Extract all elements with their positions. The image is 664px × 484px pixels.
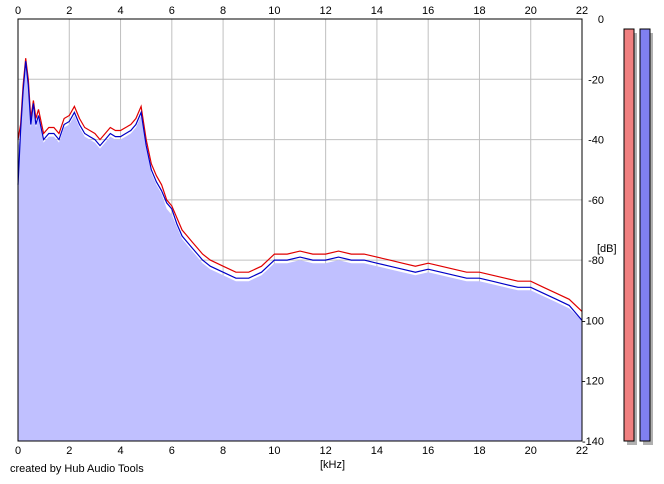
x-tick-label-top: 8: [220, 5, 226, 17]
y-tick-label: -100: [582, 315, 604, 327]
x-tick-label-bottom: 8: [220, 445, 226, 457]
series-lines: [17, 58, 583, 321]
x-tick-label-top: 4: [117, 5, 123, 17]
x-tick-label-top: 6: [169, 5, 175, 17]
x-tick-label-bottom: 10: [268, 445, 280, 457]
y-tick-label: -120: [582, 376, 604, 388]
x-tick-label-top: 22: [576, 5, 588, 17]
series-line-0: [17, 58, 583, 312]
x-tick-label-top: 2: [66, 5, 72, 17]
y-tick-label: -140: [582, 436, 604, 448]
meter-right-bar: [639, 28, 651, 442]
x-tick-label-bottom: 2: [66, 445, 72, 457]
x-tick-label-bottom: 18: [473, 445, 485, 457]
x-tick-label-bottom: 14: [371, 445, 383, 457]
x-tick-label-bottom: 12: [320, 445, 332, 457]
x-tick-label-top: 10: [268, 5, 280, 17]
x-tick-label-top: 20: [525, 5, 537, 17]
x-axis-label: [kHz]: [320, 459, 345, 471]
credit-text: created by Hub Audio Tools: [10, 463, 144, 475]
meter-left-bar: [623, 28, 635, 442]
y-tick-label: -80: [588, 255, 604, 267]
x-tick-label-bottom: 6: [169, 445, 175, 457]
spectrum-fill: [18, 67, 582, 441]
x-tick-label-bottom: 22: [576, 445, 588, 457]
x-tick-label-bottom: 16: [422, 445, 434, 457]
x-tick-label-top: 0: [15, 5, 21, 17]
x-tick-label-top: 18: [473, 5, 485, 17]
x-tick-label-top: 16: [422, 5, 434, 17]
x-tick-label-bottom: 4: [117, 445, 123, 457]
spectrum-fill-area: [18, 67, 582, 441]
plot-border: [17, 18, 583, 442]
x-tick-label-bottom: 0: [15, 445, 21, 457]
y-axis-label: [dB]: [597, 243, 617, 255]
axes: 002244668810101212141416161818202022220-…: [15, 5, 604, 457]
x-tick-label-bottom: 20: [525, 445, 537, 457]
level-meters: [623, 28, 653, 445]
x-tick-label-top: 12: [320, 5, 332, 17]
y-tick-label: 0: [598, 14, 604, 26]
y-tick-label: -60: [588, 195, 604, 207]
y-tick-label: -40: [588, 135, 604, 147]
series-line-1: [17, 61, 583, 321]
y-tick-label: -20: [588, 74, 604, 86]
x-tick-label-top: 14: [371, 5, 383, 17]
